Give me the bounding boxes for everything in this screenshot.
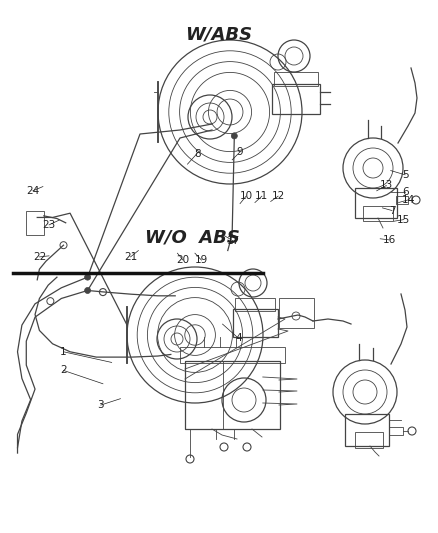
Bar: [355, 432, 383, 448]
Bar: [345, 414, 389, 446]
Bar: [180, 347, 285, 363]
Bar: [279, 298, 314, 328]
Text: 19: 19: [195, 255, 208, 265]
Text: W/ABS: W/ABS: [185, 26, 253, 44]
Bar: [389, 427, 403, 435]
Circle shape: [99, 288, 106, 296]
Text: 20: 20: [177, 255, 190, 265]
Text: 11: 11: [255, 191, 268, 201]
Bar: [363, 206, 393, 221]
Bar: [396, 196, 408, 204]
Text: 15: 15: [397, 215, 410, 224]
Text: 13: 13: [380, 181, 393, 190]
Circle shape: [60, 241, 67, 249]
Text: 22: 22: [33, 252, 46, 262]
Text: 24: 24: [26, 186, 39, 196]
Circle shape: [243, 443, 251, 451]
Text: 10: 10: [240, 191, 253, 201]
Text: W/O  ABS: W/O ABS: [145, 228, 240, 246]
Text: 2: 2: [60, 366, 67, 375]
Text: 21: 21: [124, 252, 137, 262]
Circle shape: [186, 455, 194, 463]
Text: 7: 7: [389, 206, 396, 215]
Text: 16: 16: [382, 235, 396, 245]
Bar: [272, 84, 320, 114]
Bar: [235, 298, 275, 311]
Text: 4: 4: [235, 334, 242, 343]
Text: 1: 1: [60, 347, 67, 357]
Text: 23: 23: [42, 220, 56, 230]
Circle shape: [47, 297, 54, 305]
Text: 9: 9: [237, 147, 244, 157]
Bar: [274, 72, 318, 86]
Bar: [185, 361, 280, 429]
Text: 14: 14: [402, 195, 415, 205]
Circle shape: [85, 274, 91, 280]
Circle shape: [292, 312, 300, 320]
Text: 5: 5: [402, 170, 409, 180]
Circle shape: [220, 443, 228, 451]
Circle shape: [408, 427, 416, 435]
Circle shape: [231, 133, 237, 139]
Bar: [26, 211, 44, 235]
Bar: [185, 361, 223, 429]
Text: 12: 12: [272, 191, 285, 201]
Text: 17: 17: [226, 236, 240, 246]
Text: 6: 6: [402, 187, 409, 197]
Circle shape: [412, 196, 420, 204]
Text: 8: 8: [194, 149, 201, 158]
Text: 3: 3: [97, 400, 104, 410]
Bar: [355, 188, 397, 218]
Circle shape: [85, 287, 91, 294]
Bar: [233, 309, 278, 337]
